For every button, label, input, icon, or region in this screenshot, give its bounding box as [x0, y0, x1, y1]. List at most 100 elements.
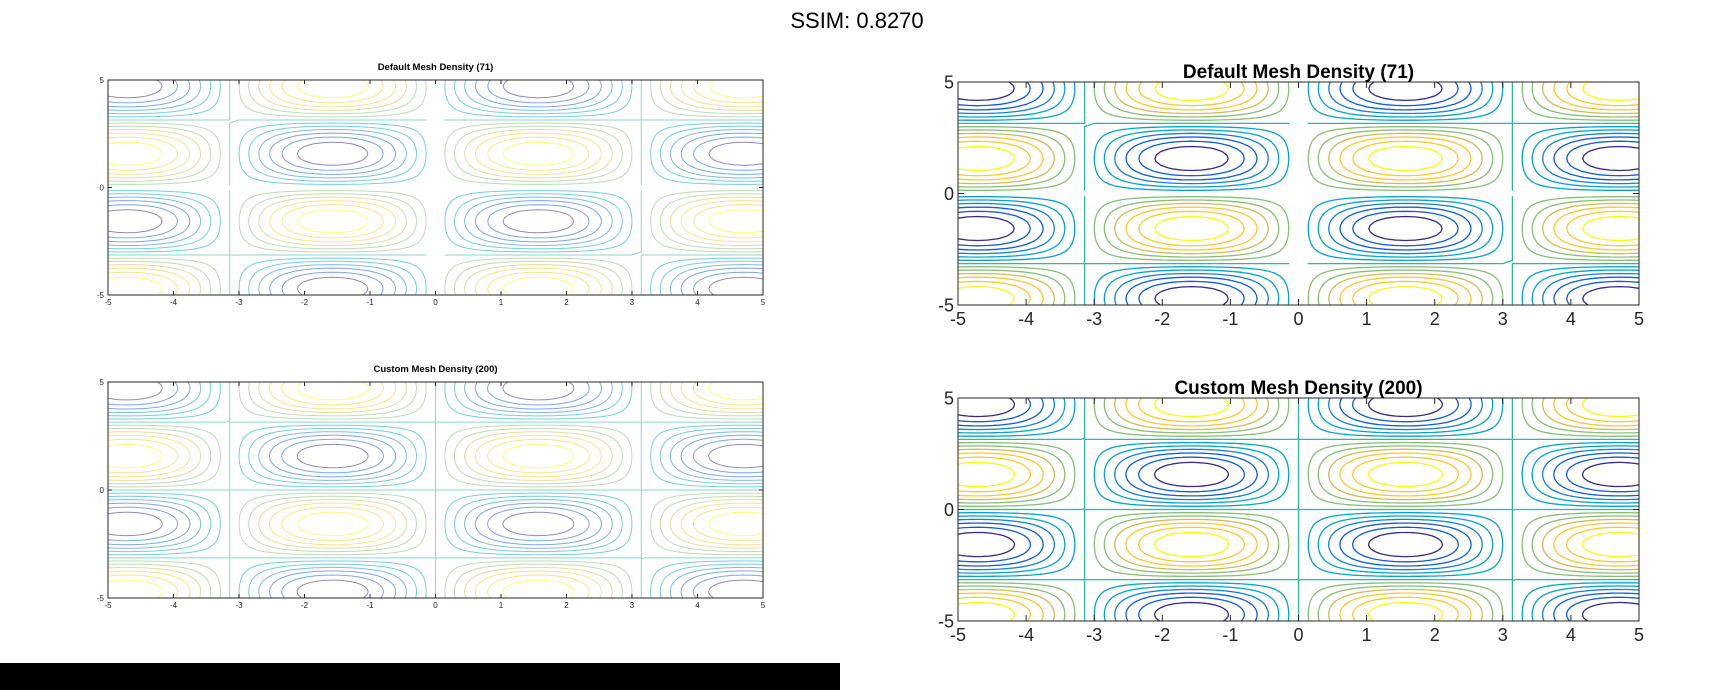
contour-level-line: [108, 80, 763, 295]
contour-level-line: [958, 82, 1639, 305]
x-tick-label: -3: [1086, 625, 1102, 645]
x-tick-label: 3: [630, 601, 635, 610]
contour-level-line: [108, 80, 763, 295]
contour-level-line: [958, 82, 1639, 305]
y-tick-label: -5: [938, 295, 954, 315]
y-tick-label: 0: [944, 184, 954, 204]
contour-level-line: [108, 382, 763, 598]
chart-panel-right-bottom: -5 -4 -3 -2 -1 0 1 2 3 4 5 -5 0 5 Custom Mesh Density …: [938, 378, 1644, 645]
contour-level-line: [958, 82, 1639, 305]
ssim-label: SSIM: 0.8270: [790, 8, 923, 33]
x-tick-label: -3: [235, 298, 243, 307]
contour-level-line: [108, 382, 763, 598]
contour-level-line: [958, 398, 1639, 621]
x-tick-label: -1: [366, 298, 374, 307]
x-tick-label: -1: [1222, 625, 1238, 645]
x-tick-label: -2: [1154, 625, 1170, 645]
x-tick-label: -1: [1222, 309, 1238, 329]
chart-title: Custom Mesh Density (200): [373, 364, 497, 375]
x-tick-label: 1: [1362, 625, 1372, 645]
x-tick-label: -4: [1018, 309, 1034, 329]
contour-level-line: [958, 398, 1639, 621]
x-tick-label: 0: [1293, 309, 1303, 329]
x-tick-label: -5: [104, 298, 112, 307]
x-tick-label: 5: [1634, 309, 1644, 329]
contour-level-line: [958, 82, 1639, 305]
chart-title: Default Mesh Density (71): [378, 62, 494, 73]
chart-title: Custom Mesh Density (200): [1174, 378, 1422, 399]
x-tick-label: 0: [433, 601, 438, 610]
bottom-bar: [0, 663, 840, 690]
contour-lines: [958, 398, 1639, 621]
x-tick-label: -1: [366, 601, 374, 610]
contour-level-line: [958, 82, 1639, 305]
contour-level-line: [108, 80, 763, 295]
x-tick-label: 2: [1430, 625, 1440, 645]
contour-level-line: [108, 382, 763, 598]
x-tick-label: 0: [433, 298, 438, 307]
contour-level-line: [108, 80, 763, 295]
y-tick-label: 5: [100, 76, 105, 85]
contour-level-line: [108, 80, 763, 295]
y-tick-label: 0: [944, 500, 954, 520]
x-tick-label: 0: [1293, 625, 1303, 645]
contour-level-line: [108, 80, 763, 295]
contour-level-line: [958, 398, 1639, 621]
contour-level-line: [108, 80, 763, 295]
y-tick-label: 0: [100, 183, 105, 192]
contour-level-line: [958, 82, 1639, 305]
contour-level-line: [958, 398, 1639, 621]
contour-level-line: [958, 82, 1639, 305]
chart-panel-left-top: -5 -4 -3 -2 -1 0 1 2 3 4 5 -5 0 5 Default Mesh Density…: [97, 62, 766, 307]
contour-level-line: [108, 382, 763, 598]
x-tick-label: 4: [1566, 309, 1576, 329]
contour-level-line: [108, 382, 763, 598]
plot-area: [958, 82, 1639, 305]
y-tick-label: 5: [944, 72, 954, 92]
x-tick-label: -4: [170, 298, 178, 307]
chart-panel-right-top: -5 -4 -3 -2 -1 0 1 2 3 4 5 -5 0 5 Default Mesh Density…: [938, 62, 1644, 329]
contour-level-line: [958, 82, 1639, 305]
x-tick-label: -4: [170, 601, 178, 610]
contour-lines: [108, 80, 763, 295]
contour-level-line: [108, 382, 763, 598]
contour-level-line: [958, 398, 1639, 621]
x-tick-label: -5: [104, 601, 112, 610]
x-tick-label: 3: [630, 298, 635, 307]
contour-level-line: [108, 382, 763, 598]
x-tick-label: -2: [301, 298, 309, 307]
x-tick-label: -3: [1086, 309, 1102, 329]
contour-level-line: [108, 382, 763, 598]
x-tick-label: -2: [1154, 309, 1170, 329]
contour-level-line: [108, 80, 763, 295]
contour-level-line: [108, 382, 763, 598]
contour-level-line: [958, 398, 1639, 621]
y-tick-label: 0: [100, 486, 105, 495]
x-tick-label: -5: [950, 309, 966, 329]
x-tick-label: 1: [1362, 309, 1372, 329]
x-tick-label: 3: [1498, 309, 1508, 329]
x-tick-label: 2: [564, 601, 569, 610]
y-tick-label: 5: [944, 388, 954, 408]
y-tick-label: -5: [97, 291, 105, 300]
contour-level-line: [108, 80, 763, 295]
x-tick-label: -2: [301, 601, 309, 610]
contour-level-line: [958, 82, 1639, 305]
contour-level-line: [958, 398, 1639, 621]
plot-area: [108, 80, 763, 295]
contour-level-line: [108, 382, 763, 598]
contour-lines: [108, 382, 763, 598]
x-tick-label: 3: [1498, 625, 1508, 645]
x-tick-label: 4: [695, 298, 700, 307]
contour-lines: [958, 82, 1639, 305]
x-tick-label: 5: [761, 601, 766, 610]
x-tick-label: 4: [1566, 625, 1576, 645]
y-tick-label: -5: [97, 594, 105, 603]
x-tick-label: 2: [564, 298, 569, 307]
x-tick-label: 5: [1634, 625, 1644, 645]
contour-level-line: [958, 398, 1639, 621]
x-tick-label: 4: [695, 601, 700, 610]
contour-level-line: [958, 398, 1639, 621]
chart-title: Default Mesh Density (71): [1183, 62, 1414, 83]
